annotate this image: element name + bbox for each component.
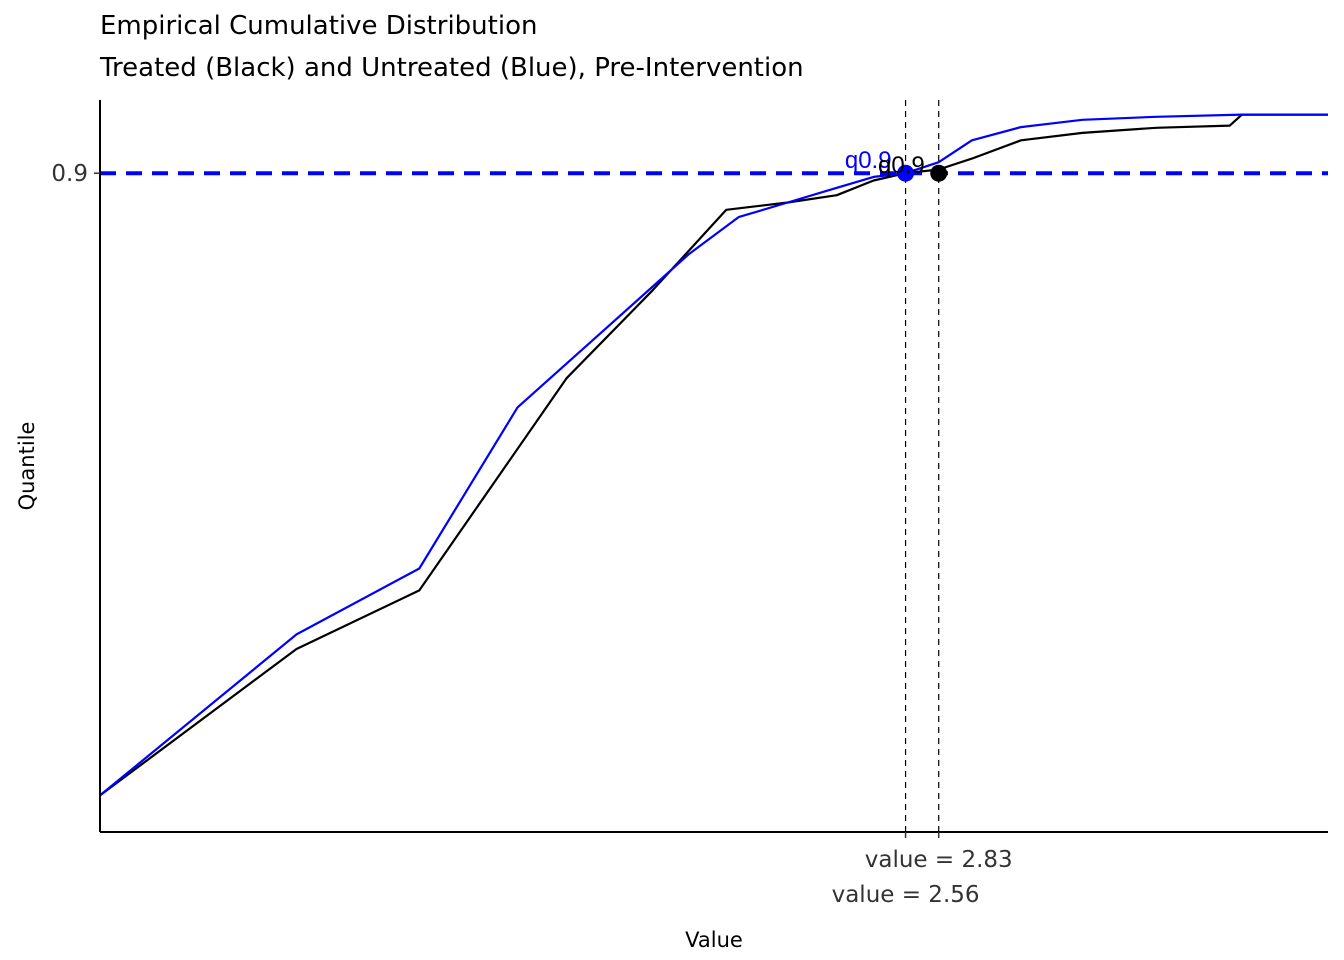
chart-title: Empirical Cumulative Distribution [100,11,537,41]
ecdf-series-line-1 [99,113,1328,797]
quantile-point-label-2: q0.9 [878,152,925,179]
quantile-point-1 [897,164,915,182]
plot-area: q0.9q0.9 [99,100,1328,832]
quantile-point-2 [930,164,948,182]
ecdf-series-line-2 [99,113,1328,797]
chart-subtitle: Treated (Black) and Untreated (Blue), Pr… [99,53,804,83]
x-tick-label-2: value = 2.56 [832,882,980,908]
quantile-point-label-1: q0.9 [845,147,892,174]
y-tick-label-1: 0.9 [51,161,88,187]
x-axis-title: Value [685,928,743,952]
x-tick-label-1: value = 2.83 [865,847,1013,873]
y-axis-title: Quantile [15,422,39,511]
